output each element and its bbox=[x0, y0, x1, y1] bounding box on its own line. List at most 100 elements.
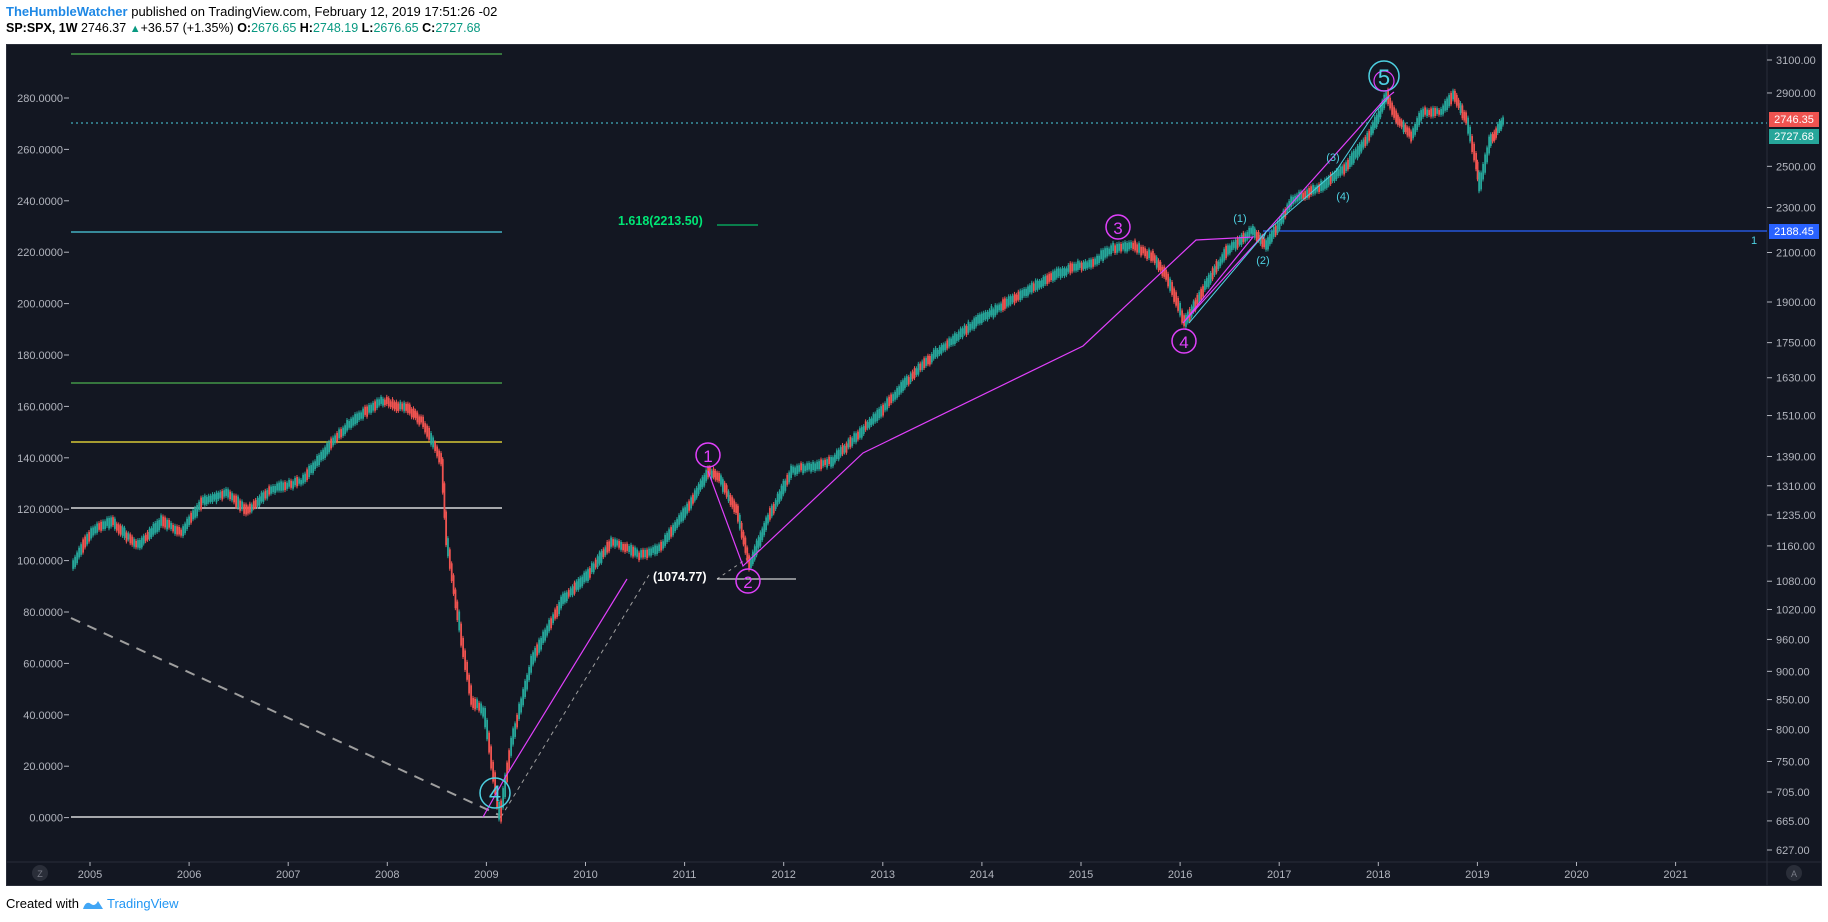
candle-body bbox=[344, 425, 346, 435]
author-link[interactable]: TheHumbleWatcher bbox=[6, 4, 128, 19]
candle-body bbox=[372, 402, 374, 411]
candle-body bbox=[472, 697, 474, 709]
close-price-tag: 2727.68 bbox=[1769, 129, 1819, 144]
candle-body bbox=[1211, 268, 1214, 280]
price-level-label[interactable]: (1074.77) bbox=[653, 570, 707, 584]
candle-body bbox=[300, 479, 302, 485]
time-axis[interactable]: 2005 2006 2007 2008 2009 2010 2011 2012 2013 2014… bbox=[78, 862, 1688, 881]
right-price-axis[interactable]: 3100.00 2900.00 2500.00 2300.00 2100.00 1900.… bbox=[1767, 55, 1816, 857]
candle-body bbox=[971, 321, 974, 329]
candle-body bbox=[447, 538, 449, 557]
candle-body bbox=[500, 800, 502, 822]
candle-body bbox=[1320, 180, 1322, 191]
chart-area[interactable]: 280.0000 260.0000 240.0000 220.0000 200.0000… bbox=[6, 44, 1822, 886]
dashed-trendline[interactable] bbox=[70, 617, 500, 816]
candle-body bbox=[1005, 298, 1008, 307]
minor-wave-trendline[interactable] bbox=[1265, 96, 1390, 233]
candle-body bbox=[571, 586, 574, 596]
left-axis-tick: 100.0000 bbox=[17, 556, 63, 568]
chart-canvas[interactable]: 280.0000260.0000240.0000220.0000200.0000… bbox=[7, 45, 1821, 885]
candle-body bbox=[522, 689, 524, 706]
candle-body bbox=[594, 559, 597, 568]
wave-label-2[interactable]: 2 bbox=[735, 568, 761, 594]
candle-body bbox=[478, 702, 480, 711]
candle-body bbox=[1155, 257, 1158, 268]
left-axis-tick: 0.0000 bbox=[29, 813, 63, 825]
candle-body bbox=[684, 507, 686, 518]
time-axis-label: 2018 bbox=[1366, 869, 1390, 881]
candle-body bbox=[262, 492, 265, 502]
wave-label-5[interactable]: 5 bbox=[1368, 60, 1400, 92]
candle-body bbox=[104, 521, 106, 529]
log-scale-button[interactable]: Z bbox=[32, 865, 48, 881]
minor-wave-label[interactable]: (1) bbox=[1233, 213, 1246, 225]
auto-scale-button[interactable]: A bbox=[1786, 865, 1802, 881]
candle-body bbox=[1034, 280, 1037, 291]
minor-wave-label[interactable]: (3) bbox=[1326, 152, 1339, 164]
wave-label-3[interactable]: 3 bbox=[1105, 214, 1131, 240]
candle-body bbox=[235, 495, 237, 507]
candle-body bbox=[913, 368, 916, 379]
minor-wave-label[interactable]: (2) bbox=[1256, 255, 1269, 267]
candle-body bbox=[506, 762, 508, 783]
candle-body bbox=[716, 472, 719, 481]
candle-body bbox=[1333, 172, 1336, 181]
wave-label-1[interactable]: 1 bbox=[695, 442, 721, 468]
candle-body bbox=[577, 579, 580, 590]
candle-body bbox=[802, 463, 804, 474]
fib-extension-label[interactable]: 1.618(2213.50) bbox=[618, 214, 703, 228]
candlestick-series[interactable] bbox=[72, 87, 1504, 824]
candle-body bbox=[769, 508, 771, 520]
candle-body bbox=[1067, 265, 1070, 272]
candle-body bbox=[368, 405, 370, 413]
candle-body bbox=[618, 540, 620, 548]
candle-body bbox=[1486, 147, 1488, 163]
candle-body bbox=[432, 437, 434, 448]
candle-body bbox=[414, 410, 417, 419]
candle-body bbox=[1202, 286, 1204, 297]
candle-body bbox=[959, 328, 962, 338]
symbol-label[interactable]: SP:SPX, 1W bbox=[6, 21, 78, 35]
candle-body bbox=[350, 418, 352, 428]
right-axis-tick: 900.00 bbox=[1776, 666, 1810, 678]
candle-body bbox=[1424, 107, 1426, 115]
wave-trendline[interactable] bbox=[707, 91, 1395, 568]
candle-body bbox=[866, 422, 869, 429]
candle-body bbox=[1246, 231, 1249, 240]
candle-body bbox=[636, 549, 638, 557]
candle-body bbox=[387, 398, 390, 407]
candle-body bbox=[139, 539, 141, 549]
candle-body bbox=[721, 479, 724, 492]
minor-wave-label[interactable]: (4) bbox=[1336, 191, 1349, 203]
candle-body bbox=[668, 529, 670, 540]
candle-body bbox=[150, 528, 153, 538]
candle-body bbox=[984, 311, 987, 320]
candle-body bbox=[1096, 255, 1098, 265]
candle-body bbox=[1004, 298, 1006, 309]
candle-body bbox=[973, 318, 976, 330]
candle-body bbox=[896, 388, 898, 398]
candle-body bbox=[284, 482, 286, 491]
candle-body bbox=[180, 529, 182, 536]
candle-body bbox=[1130, 242, 1132, 249]
wave-number: 4 bbox=[489, 781, 501, 806]
right-axis-tick: 1900.00 bbox=[1776, 297, 1816, 309]
candle-body bbox=[380, 396, 382, 404]
level-price-tag: 2188.45 bbox=[1769, 224, 1819, 239]
candle-body bbox=[810, 463, 812, 472]
candle-body bbox=[174, 525, 176, 534]
wave-trendline[interactable] bbox=[482, 578, 628, 818]
wave-label-4b[interactable]: 4 bbox=[1171, 328, 1197, 354]
candle-body bbox=[735, 504, 737, 513]
candle-body bbox=[346, 420, 348, 431]
candle-body bbox=[874, 413, 877, 422]
candle-body bbox=[108, 517, 110, 529]
candle-body bbox=[1276, 222, 1279, 234]
candle-body bbox=[306, 469, 308, 481]
candle-body bbox=[822, 460, 824, 467]
candle-body bbox=[492, 761, 494, 782]
tradingview-brand[interactable]: TradingView bbox=[106, 896, 179, 911]
wave-label-4[interactable]: 4 bbox=[479, 777, 511, 809]
candle-body bbox=[508, 750, 510, 771]
candle-body bbox=[1183, 315, 1185, 326]
